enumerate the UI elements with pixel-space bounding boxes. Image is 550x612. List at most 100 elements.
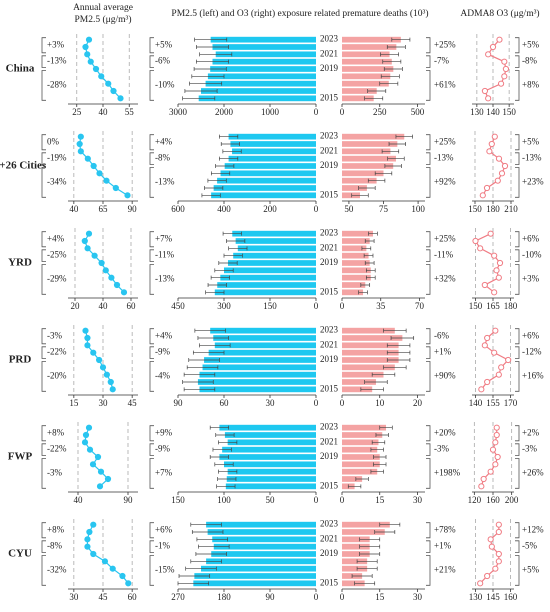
error-bar <box>363 253 374 258</box>
point <box>488 140 495 148</box>
bar <box>342 424 387 431</box>
bracket <box>41 458 46 489</box>
region-label: YRD <box>8 257 32 269</box>
bar <box>342 163 394 169</box>
point <box>487 536 494 543</box>
bracket <box>149 249 154 262</box>
bar <box>342 461 380 468</box>
bracket <box>426 134 431 151</box>
point <box>485 51 492 58</box>
bar <box>224 461 316 468</box>
bracket <box>149 458 154 489</box>
point <box>110 87 117 95</box>
point <box>81 439 89 446</box>
x-tick-label: 180 <box>486 204 500 214</box>
bar <box>342 177 377 184</box>
point <box>77 133 84 140</box>
bracket <box>426 555 431 586</box>
point <box>84 342 91 349</box>
bracket <box>41 540 46 553</box>
bracket <box>149 264 154 295</box>
point <box>491 133 498 140</box>
point <box>493 267 500 274</box>
point <box>120 289 128 296</box>
bracket <box>149 37 154 54</box>
year-label: 2021 <box>320 48 338 58</box>
error-bar <box>186 365 219 370</box>
bar <box>210 327 316 334</box>
x-tick-label: 50 <box>266 495 276 505</box>
point <box>480 475 487 483</box>
change-label: +5% <box>522 39 540 49</box>
change-label: -19% <box>47 153 67 163</box>
bracket <box>515 458 520 489</box>
change-label: +5% <box>155 39 173 49</box>
change-label: +7% <box>155 467 173 477</box>
region-label: 2+26 Cities <box>0 160 47 172</box>
bar <box>194 573 316 579</box>
year-label: 2015 <box>320 189 339 199</box>
point <box>117 95 124 102</box>
point <box>495 521 502 528</box>
point <box>98 259 105 267</box>
error-bar <box>183 372 216 377</box>
bar <box>342 155 396 162</box>
bracket <box>149 231 154 248</box>
x-tick-label: 90 <box>266 592 276 602</box>
bracket <box>149 425 154 442</box>
year-label: 2023 <box>320 131 339 141</box>
change-label: -13% <box>155 273 175 283</box>
error-bar <box>367 178 386 183</box>
error-bar <box>177 581 210 586</box>
x-tick-label: 250 <box>373 107 387 117</box>
error-bar <box>191 530 224 534</box>
x-tick-label: 20 <box>413 398 423 408</box>
point <box>103 371 110 378</box>
point <box>91 252 98 259</box>
bracket <box>149 328 154 345</box>
error-bar <box>381 149 400 154</box>
year-label: 2019 <box>320 451 339 461</box>
error-bar <box>370 447 384 452</box>
point <box>496 259 504 267</box>
point <box>495 155 503 162</box>
bar <box>210 36 316 43</box>
change-label: +16% <box>522 370 544 380</box>
x-tick-label: 200 <box>505 495 519 505</box>
change-label: +92% <box>434 176 456 186</box>
bar <box>222 446 316 453</box>
point <box>492 565 499 572</box>
bar <box>342 88 377 94</box>
bar <box>219 424 316 431</box>
bar <box>233 252 316 259</box>
error-bar <box>188 358 220 362</box>
error-bar <box>178 574 211 578</box>
point <box>98 73 105 80</box>
point <box>104 475 112 483</box>
x-tick-label: 150 <box>468 204 482 214</box>
x-tick-label: 40 <box>69 204 79 214</box>
bar <box>342 565 368 572</box>
bar <box>342 73 391 80</box>
x-tick-label: 210 <box>504 204 518 214</box>
bracket <box>515 328 520 345</box>
x-tick-label: 180 <box>217 592 231 602</box>
error-bar <box>365 268 376 273</box>
point <box>483 184 491 192</box>
change-label: +1% <box>434 347 452 357</box>
x-tick-label: 0 <box>314 398 319 408</box>
bar <box>211 551 316 557</box>
bar <box>342 521 390 528</box>
bar <box>225 483 316 490</box>
error-bar <box>379 81 399 86</box>
error-bar <box>212 447 232 452</box>
bracket <box>41 522 46 539</box>
error-bar <box>205 290 225 295</box>
error-bar <box>197 336 229 340</box>
point <box>489 446 497 453</box>
x-tick-label: 150 <box>469 301 483 311</box>
change-label: +6% <box>155 524 173 534</box>
point <box>489 43 497 51</box>
point <box>501 162 509 170</box>
error-bar <box>210 275 230 280</box>
